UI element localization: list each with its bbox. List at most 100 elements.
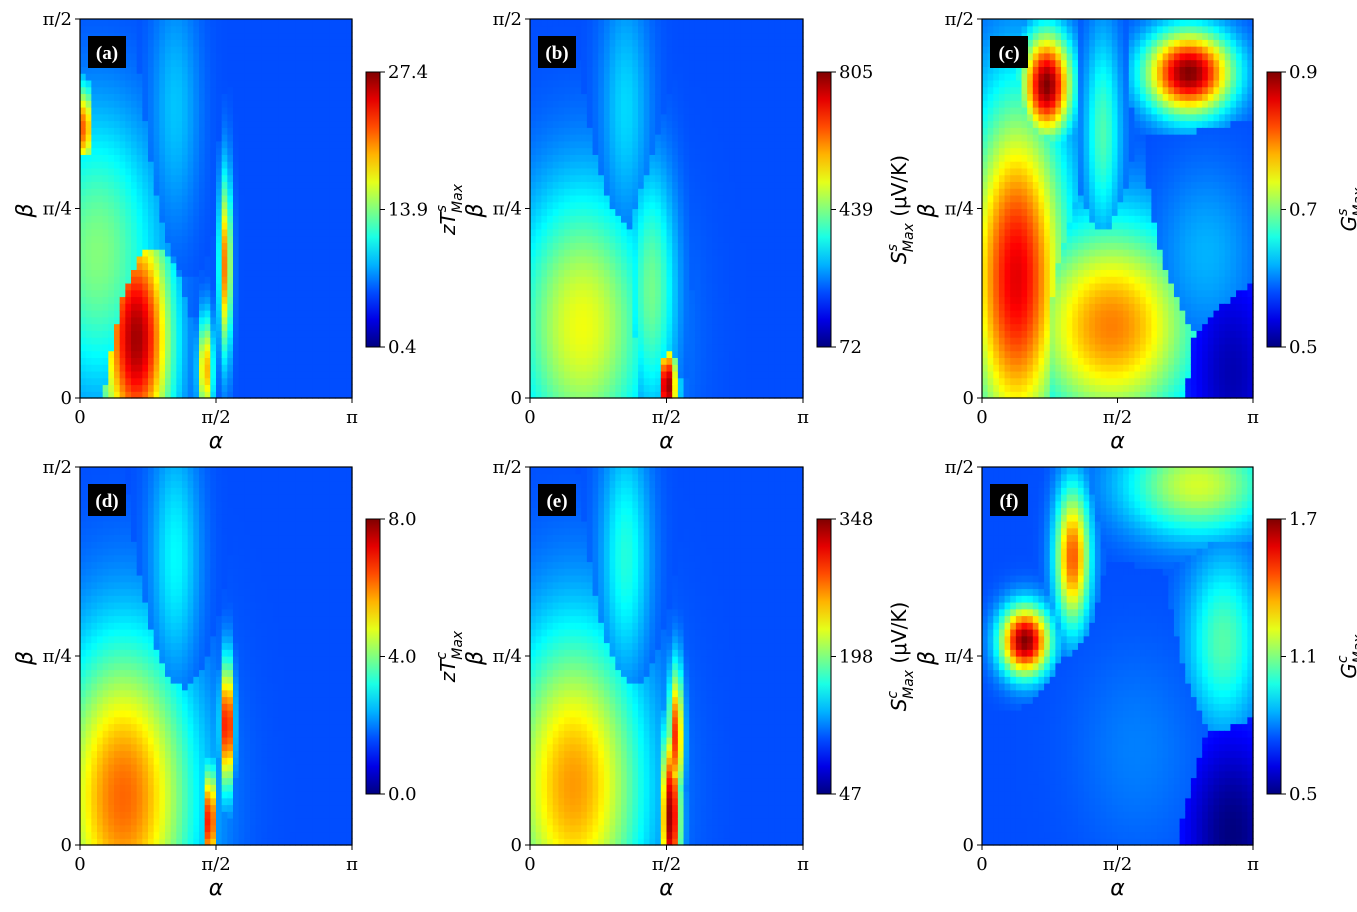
heatmap-cell [238, 167, 245, 176]
heatmap-cell [632, 215, 639, 223]
heatmap-cell [592, 235, 599, 243]
heatmap-cell [136, 255, 143, 264]
heatmap-cell [643, 357, 651, 365]
heatmap-cell [227, 181, 234, 189]
heatmap-cell [751, 384, 759, 392]
heatmap-cell [706, 384, 713, 392]
heatmap-cell [204, 310, 211, 318]
heatmap-cell [683, 59, 690, 67]
heatmap-cell [187, 167, 194, 176]
heatmap-cell [295, 364, 302, 372]
heatmap-cell [176, 93, 183, 101]
heatmap-cell [108, 140, 115, 149]
heatmap-cell [165, 93, 172, 101]
heatmap-cell [165, 303, 172, 311]
heatmap-cell [586, 140, 594, 149]
heatmap-cell [340, 255, 347, 264]
heatmap-cell [131, 167, 138, 176]
heatmap-cell [306, 100, 313, 108]
heatmap-cell [586, 79, 594, 88]
heatmap-cell [603, 93, 611, 101]
heatmap-cell [689, 296, 696, 304]
heatmap-cell [261, 201, 268, 210]
heatmap-cell [677, 343, 685, 352]
heatmap-cell [717, 79, 724, 88]
heatmap-cell [312, 357, 319, 365]
heatmap-cell [278, 113, 285, 122]
heatmap-cell [346, 181, 353, 189]
heatmap-cell [182, 25, 189, 34]
heatmap-cell [136, 113, 143, 122]
heatmap-cell [632, 46, 639, 54]
heatmap-cell [204, 364, 211, 372]
heatmap-cell [318, 140, 325, 149]
heatmap-cell [683, 134, 690, 142]
heatmap-cell [723, 19, 730, 27]
heatmap-cell [199, 208, 206, 216]
heatmap-cell [541, 276, 548, 284]
heatmap-cell [700, 337, 707, 345]
heatmap-cell [165, 228, 172, 237]
heatmap-cell [717, 59, 724, 67]
heatmap-cell [284, 59, 291, 67]
heatmap-cell [581, 194, 588, 203]
heatmap-cell [666, 296, 673, 304]
heatmap-cell [649, 282, 656, 291]
heatmap-cell [125, 19, 132, 27]
heatmap-cell [547, 19, 554, 27]
heatmap-cell [581, 208, 588, 216]
heatmap-cell [558, 255, 565, 264]
heatmap-cell [261, 262, 268, 271]
heatmap-cell [267, 377, 274, 386]
heatmap-cell [284, 343, 291, 352]
heatmap-cell [210, 323, 217, 331]
heatmap-cell [552, 113, 560, 122]
heatmap-cell [586, 113, 594, 122]
heatmap-cell [581, 391, 588, 399]
heatmap-cell [666, 201, 673, 210]
heatmap-cell [683, 323, 690, 331]
heatmap-cell [284, 86, 291, 95]
heatmap-cell [581, 25, 588, 34]
heatmap-cell [301, 140, 308, 149]
heatmap-cell [80, 188, 87, 196]
heatmap-cell [119, 147, 126, 155]
heatmap-cell [238, 100, 245, 108]
heatmap-cell [757, 235, 764, 243]
heatmap-cell [564, 201, 571, 210]
heatmap-cell [621, 282, 628, 291]
heatmap-cell [335, 350, 342, 358]
heatmap-cell [221, 330, 228, 338]
heatmap-cell [255, 154, 262, 162]
heatmap-cell [250, 113, 257, 122]
heatmap-cell [301, 377, 308, 386]
heatmap-cell [193, 208, 200, 216]
heatmap-cell [706, 52, 713, 61]
heatmap-cell [683, 66, 690, 74]
heatmap-cell [689, 391, 696, 399]
heatmap-cell [221, 337, 228, 345]
heatmap-cell [323, 79, 330, 88]
heatmap-cell [153, 154, 160, 162]
heatmap-cell [318, 154, 325, 162]
heatmap-cell [329, 222, 336, 230]
heatmap-cell [255, 73, 262, 81]
heatmap-cell [575, 46, 582, 54]
heatmap-cell [689, 370, 696, 379]
heatmap-cell [301, 289, 308, 298]
heatmap-cell [706, 316, 713, 325]
heatmap-cell [689, 316, 696, 325]
heatmap-cell [581, 289, 588, 298]
heatmap-cell [615, 208, 622, 216]
heatmap-cell [547, 25, 554, 34]
heatmap-cell [176, 330, 183, 338]
heatmap-cell [592, 93, 599, 101]
heatmap-cell [182, 73, 189, 81]
heatmap-cell [136, 364, 143, 372]
heatmap-cell [176, 19, 183, 27]
heatmap-cell [643, 86, 651, 95]
heatmap-cell [621, 384, 628, 392]
heatmap-cell [530, 242, 537, 250]
heatmap-cell [717, 120, 724, 128]
heatmap-cell [586, 289, 594, 298]
